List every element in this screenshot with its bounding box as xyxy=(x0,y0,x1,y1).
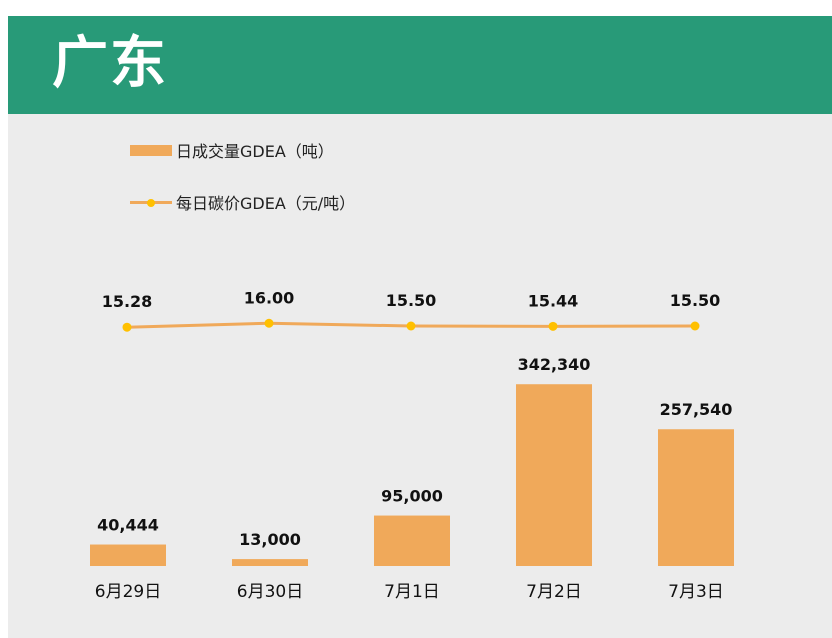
price-value-label-1: 16.00 xyxy=(244,288,295,307)
bar-value-label-1: 13,000 xyxy=(239,530,301,549)
price-marker-0 xyxy=(122,322,132,332)
price-marker-1 xyxy=(264,318,274,328)
category-label-2: 7月1日 xyxy=(384,582,440,602)
legend-bar-swatch xyxy=(130,144,172,156)
bar-value-label-2: 95,000 xyxy=(381,487,443,506)
bar-0 xyxy=(90,544,166,566)
price-value-label-4: 15.50 xyxy=(670,291,721,310)
price-value-label-0: 15.28 xyxy=(102,292,153,311)
header-bar: 广东 xyxy=(8,16,832,114)
bar-1 xyxy=(232,559,308,566)
price-marker-3 xyxy=(548,321,558,331)
legend-line-swatch xyxy=(130,197,172,208)
category-label-3: 7月2日 xyxy=(526,582,582,602)
bar-value-label-0: 40,444 xyxy=(97,516,159,535)
bar-4 xyxy=(658,429,734,566)
legend-label-price: 每日碳价GDEA（元/吨） xyxy=(176,194,356,213)
price-value-label-3: 15.44 xyxy=(528,291,579,310)
bar-value-label-4: 257,540 xyxy=(660,400,733,419)
category-label-0: 6月29日 xyxy=(95,582,161,602)
legend-label-volume: 日成交量GDEA（吨） xyxy=(176,142,334,161)
bar-3 xyxy=(516,384,592,566)
price-marker-4 xyxy=(690,321,700,331)
bar-2 xyxy=(374,515,450,566)
bar-value-label-3: 342,340 xyxy=(518,355,591,374)
category-label-1: 6月30日 xyxy=(237,582,303,602)
page-title: 广东 xyxy=(52,31,168,96)
legend-item-volume: 日成交量GDEA（吨） xyxy=(130,138,334,162)
category-label-4: 7月3日 xyxy=(668,582,724,602)
legend-item-price: 每日碳价GDEA（元/吨） xyxy=(130,190,355,214)
price-value-label-2: 15.50 xyxy=(386,291,437,310)
price-marker-2 xyxy=(406,321,416,331)
